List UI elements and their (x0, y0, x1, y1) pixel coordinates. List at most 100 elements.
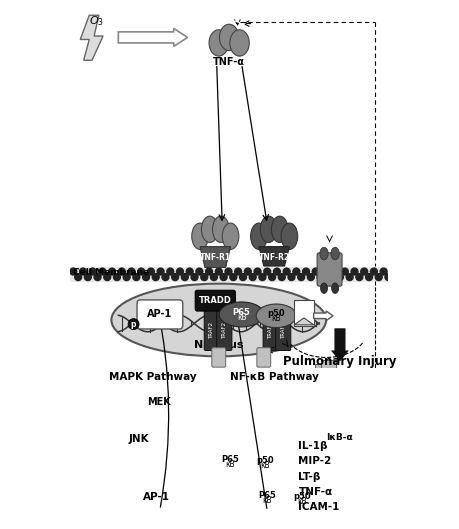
Ellipse shape (118, 429, 160, 450)
FancyBboxPatch shape (195, 290, 235, 311)
Text: p: p (297, 398, 303, 407)
Circle shape (89, 268, 97, 276)
Text: TNF-R2: TNF-R2 (258, 252, 289, 261)
Text: Pulmonary Injury: Pulmonary Injury (283, 355, 396, 368)
FancyBboxPatch shape (316, 253, 341, 286)
Circle shape (141, 273, 150, 281)
Circle shape (364, 273, 372, 281)
FancyBboxPatch shape (320, 360, 335, 378)
Text: TNF-R1: TNF-R1 (199, 252, 230, 261)
Circle shape (374, 273, 382, 281)
Text: $O_3$: $O_3$ (89, 14, 103, 28)
Ellipse shape (280, 223, 297, 249)
FancyArrow shape (330, 329, 348, 361)
Ellipse shape (319, 248, 327, 260)
Circle shape (291, 268, 300, 276)
Text: p: p (130, 320, 136, 329)
Ellipse shape (330, 248, 339, 260)
Text: p: p (126, 398, 132, 407)
FancyBboxPatch shape (293, 300, 313, 325)
Text: AP-1: AP-1 (147, 309, 172, 320)
Circle shape (166, 268, 174, 276)
Circle shape (306, 273, 314, 281)
Text: κB: κB (271, 314, 280, 323)
Text: P65: P65 (221, 455, 239, 464)
Circle shape (69, 268, 77, 276)
Circle shape (108, 268, 116, 276)
Circle shape (248, 273, 256, 281)
FancyBboxPatch shape (137, 300, 182, 329)
Ellipse shape (222, 223, 238, 249)
Text: κB: κB (262, 496, 271, 505)
FancyBboxPatch shape (212, 348, 225, 367)
Ellipse shape (201, 216, 218, 242)
Text: IκB-α: IκB-α (326, 433, 353, 442)
Circle shape (127, 268, 135, 276)
Circle shape (161, 273, 169, 281)
Circle shape (175, 268, 184, 276)
Text: TRADD: TRADD (198, 296, 231, 305)
Circle shape (287, 273, 295, 281)
Ellipse shape (212, 418, 270, 446)
Circle shape (146, 268, 155, 276)
Text: TRAF2: TRAF2 (268, 322, 273, 339)
Text: Nucleus: Nucleus (194, 340, 243, 350)
Ellipse shape (111, 284, 325, 357)
Circle shape (359, 268, 368, 276)
Ellipse shape (312, 425, 367, 449)
Text: NF-κB Pathway: NF-κB Pathway (229, 372, 318, 382)
Circle shape (84, 273, 92, 281)
Circle shape (104, 433, 116, 445)
Circle shape (128, 318, 139, 330)
Circle shape (325, 273, 334, 281)
Text: IL-1β: IL-1β (298, 441, 327, 451)
Text: κB: κB (236, 313, 246, 322)
FancyArrow shape (118, 29, 187, 47)
Circle shape (78, 268, 87, 276)
Circle shape (190, 273, 198, 281)
Text: TNF-α: TNF-α (298, 487, 332, 497)
Ellipse shape (331, 283, 338, 294)
Circle shape (263, 268, 271, 276)
Circle shape (294, 396, 306, 409)
Text: TNF-α: TNF-α (213, 57, 245, 67)
Circle shape (200, 273, 208, 281)
Circle shape (369, 268, 377, 276)
Text: MEK: MEK (146, 397, 170, 407)
Polygon shape (294, 318, 313, 325)
Text: IKK: IKK (260, 397, 280, 407)
Circle shape (171, 273, 179, 281)
Text: p: p (107, 435, 113, 444)
Ellipse shape (256, 304, 296, 327)
Circle shape (383, 273, 392, 281)
Ellipse shape (243, 485, 290, 510)
Ellipse shape (260, 216, 276, 242)
Circle shape (180, 273, 189, 281)
Text: P65: P65 (232, 308, 250, 317)
Circle shape (229, 273, 237, 281)
Circle shape (257, 273, 266, 281)
FancyBboxPatch shape (216, 309, 231, 351)
Circle shape (156, 268, 164, 276)
Circle shape (350, 268, 358, 276)
Text: p50: p50 (267, 309, 285, 318)
Text: TRAF2: TRAF2 (221, 322, 226, 339)
Polygon shape (258, 247, 289, 266)
Text: LT-β: LT-β (298, 471, 320, 481)
FancyBboxPatch shape (130, 481, 182, 513)
Text: ICAM-1: ICAM-1 (298, 502, 339, 512)
Ellipse shape (212, 216, 229, 242)
Circle shape (345, 273, 353, 281)
Ellipse shape (207, 449, 253, 474)
Ellipse shape (271, 216, 287, 242)
Circle shape (132, 273, 140, 281)
FancyBboxPatch shape (134, 391, 182, 414)
Circle shape (98, 268, 106, 276)
Circle shape (253, 268, 261, 276)
Circle shape (123, 396, 135, 409)
Text: p: p (124, 500, 130, 509)
Text: κB: κB (260, 461, 269, 470)
Circle shape (74, 273, 82, 281)
FancyBboxPatch shape (256, 348, 270, 367)
Ellipse shape (280, 487, 322, 510)
